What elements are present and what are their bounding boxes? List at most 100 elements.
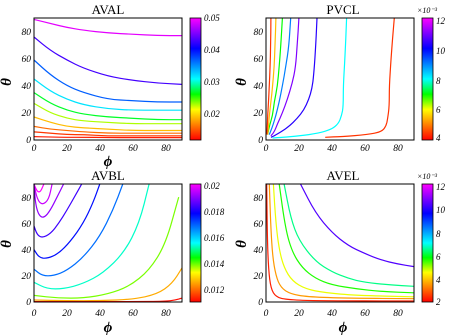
colorbar-tick-label: 0.05 bbox=[204, 13, 220, 23]
y-ticks: 0 20 40 60 80 bbox=[22, 194, 32, 308]
contour-line bbox=[33, 102, 182, 125]
y-tick-label: 80 bbox=[254, 194, 264, 204]
colorbar-tick-label: 0.018 bbox=[204, 207, 225, 217]
y-tick-label: 20 bbox=[22, 109, 32, 119]
y-tick-label: 0 bbox=[26, 136, 31, 146]
colorbar-tick-label: 8 bbox=[436, 229, 441, 239]
colorbar-ticks: 0.02 0.018 0.016 0.014 0.012 bbox=[204, 181, 225, 295]
panel-title: AVAL bbox=[92, 2, 125, 17]
x-axis-label: ϕ bbox=[104, 154, 113, 170]
contour-line bbox=[33, 36, 183, 85]
y-tick-label: 0 bbox=[26, 298, 31, 308]
panel-aval: AVAL θ ϕ 0 20 40 60 80 0 20 40 60 80 0.0… bbox=[0, 2, 220, 170]
y-ticks: 0 20 40 60 80 bbox=[22, 28, 32, 146]
colorbar-tick-label: 4 bbox=[436, 133, 441, 143]
plot-frame bbox=[265, 17, 415, 141]
y-ticks: 0 20 40 60 80 bbox=[254, 194, 264, 308]
x-tick-label: 80 bbox=[161, 309, 171, 319]
y-tick-label: 60 bbox=[22, 55, 32, 65]
contour-line bbox=[33, 267, 183, 302]
contour-line bbox=[272, 17, 348, 139]
x-tick-label: 0 bbox=[32, 144, 37, 154]
colorbar-tick-label: 0.04 bbox=[204, 45, 220, 55]
contour-line bbox=[33, 183, 101, 259]
colorbar-tick-label: 6 bbox=[436, 105, 441, 115]
colorbar-multiplier: ×10⁻³ bbox=[417, 172, 438, 181]
y-tick-label: 80 bbox=[22, 28, 32, 38]
y-tick-label: 0 bbox=[258, 298, 263, 308]
y-tick-label: 40 bbox=[254, 246, 264, 256]
colorbar-tick-label: 10 bbox=[436, 46, 446, 56]
contour-line bbox=[33, 183, 83, 238]
x-tick-label: 80 bbox=[393, 144, 403, 154]
x-tick-label: 60 bbox=[128, 144, 138, 154]
x-tick-label: 40 bbox=[95, 144, 105, 154]
contour-line bbox=[268, 17, 292, 135]
panel-title: AVBL bbox=[91, 168, 125, 183]
x-tick-label: 40 bbox=[95, 309, 105, 319]
y-tick-label: 60 bbox=[254, 55, 264, 65]
contour-line bbox=[270, 17, 300, 137]
contour-line bbox=[283, 183, 415, 287]
x-tick-label: 60 bbox=[360, 144, 370, 154]
colorbar bbox=[189, 17, 202, 141]
colorbar bbox=[421, 183, 434, 303]
colorbar-tick-label: 2 bbox=[436, 297, 441, 307]
y-axis-label: θ bbox=[234, 78, 250, 86]
panel-title: PVCL bbox=[326, 2, 359, 17]
y-tick-label: 40 bbox=[22, 246, 32, 256]
contour-lines bbox=[33, 183, 183, 303]
x-tick-label: 0 bbox=[264, 309, 269, 319]
colorbar bbox=[421, 17, 434, 141]
contour-line bbox=[267, 17, 283, 135]
x-tick-label: 20 bbox=[62, 309, 72, 319]
y-tick-label: 80 bbox=[22, 194, 32, 204]
colorbar-tick-label: 0.03 bbox=[204, 77, 220, 87]
contour-line bbox=[33, 78, 182, 111]
colorbar-ticks: 12 10 8 6 4 2 bbox=[436, 182, 446, 307]
x-tick-label: 60 bbox=[128, 309, 138, 319]
colorbar-tick-label: 8 bbox=[436, 76, 441, 86]
x-axis-label: ϕ bbox=[339, 320, 348, 336]
colorbar-tick-label: 0.012 bbox=[204, 285, 225, 295]
y-tick-label: 20 bbox=[254, 272, 264, 282]
y-tick-label: 80 bbox=[254, 28, 264, 38]
y-tick-label: 40 bbox=[254, 82, 264, 92]
y-axis-label: θ bbox=[234, 240, 250, 248]
plot-frame bbox=[265, 183, 415, 303]
contour-lines bbox=[33, 18, 183, 139]
y-tick-label: 0 bbox=[258, 136, 263, 146]
contour-line bbox=[266, 17, 272, 135]
x-ticks: 0 20 40 60 80 bbox=[264, 309, 403, 319]
contour-line bbox=[33, 183, 53, 205]
x-ticks: 0 20 40 60 80 bbox=[32, 309, 171, 319]
contour-line bbox=[270, 17, 318, 138]
contour-line bbox=[325, 17, 395, 138]
x-tick-label: 40 bbox=[327, 144, 337, 154]
y-tick-label: 60 bbox=[254, 220, 264, 230]
panel-avel: AVEL θ ϕ 0 20 40 60 80 0 20 40 60 80 ×10… bbox=[234, 168, 446, 336]
colorbar-tick-label: 10 bbox=[436, 205, 446, 215]
colorbar-tick-label: 0.014 bbox=[204, 259, 225, 269]
contour-line bbox=[33, 183, 124, 277]
contour-line bbox=[33, 136, 182, 139]
colorbar-tick-label: 12 bbox=[436, 182, 446, 192]
colorbar-tick-label: 4 bbox=[436, 275, 441, 285]
y-tick-label: 20 bbox=[22, 272, 32, 282]
panel-title: AVEL bbox=[327, 168, 360, 183]
contour-line bbox=[33, 116, 182, 132]
contour-lines bbox=[266, 183, 415, 302]
x-tick-label: 20 bbox=[62, 144, 72, 154]
x-tick-label: 20 bbox=[294, 309, 304, 319]
x-tick-label: 80 bbox=[161, 144, 171, 154]
x-tick-label: 40 bbox=[327, 309, 337, 319]
contour-line bbox=[33, 196, 180, 299]
panel-avbl: AVBL θ ϕ 0 20 40 60 80 0 20 40 60 80 0.0… bbox=[0, 168, 225, 336]
contour-line bbox=[268, 183, 415, 300]
x-tick-label: 20 bbox=[294, 144, 304, 154]
contour-line bbox=[33, 131, 182, 137]
panel-pvcl: PVCL θ 0 20 40 60 80 0 20 40 60 80 ×10⁻³… bbox=[234, 2, 446, 154]
colorbar-tick-label: 0.02 bbox=[204, 109, 220, 119]
colorbar-tick-label: 12 bbox=[436, 16, 446, 26]
contour-line bbox=[33, 92, 182, 121]
